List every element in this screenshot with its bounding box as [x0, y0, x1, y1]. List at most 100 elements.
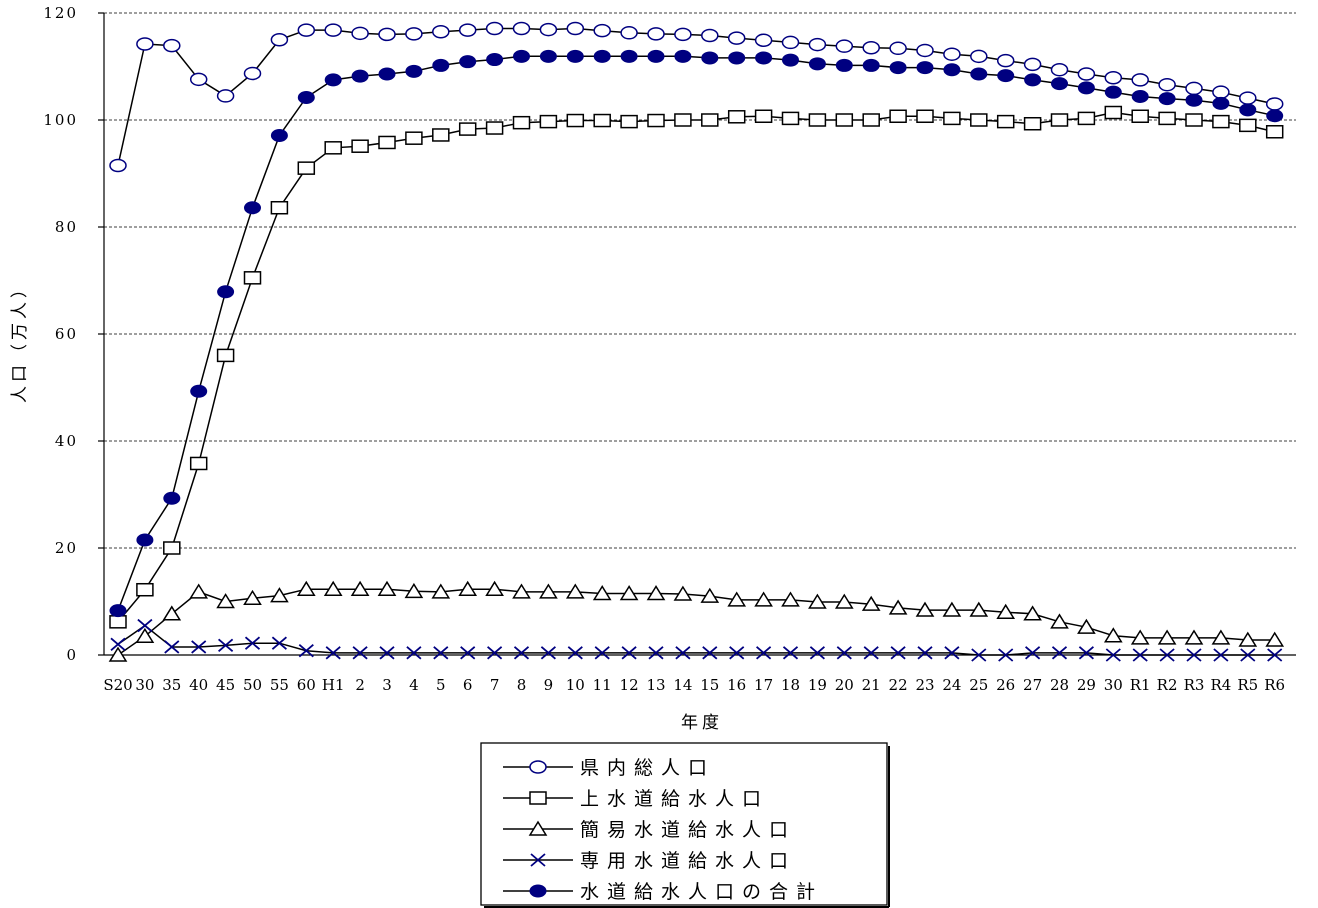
- data-point: [298, 644, 314, 658]
- data-point: [540, 646, 556, 660]
- data-point: [647, 113, 665, 128]
- data-point: [621, 646, 637, 660]
- data-point: [1239, 103, 1257, 117]
- data-point: [137, 618, 153, 633]
- x-tick-label: 9: [544, 676, 554, 694]
- x-tick-label: 16: [727, 676, 746, 694]
- data-point: [1050, 613, 1069, 629]
- data-point: [431, 583, 451, 599]
- data-point: [754, 33, 773, 48]
- x-tick-label: 23: [915, 676, 934, 694]
- data-point: [1077, 81, 1095, 95]
- legend-marker: [530, 853, 546, 867]
- data-point: [136, 533, 154, 547]
- data-point: [325, 646, 341, 660]
- data-point: [566, 113, 585, 128]
- data-point: [539, 49, 557, 63]
- x-tick-label: 40: [189, 676, 208, 694]
- data-point: [432, 128, 450, 142]
- data-point: [971, 648, 987, 662]
- x-tick-label: R5: [1237, 676, 1258, 694]
- x-tick-labels: S20 30 35 40 45 50 55 60 H1 2 3 4 5 6 7 8 9 10 11 12 13 14 15 1…: [103, 676, 1285, 694]
- data-point: [539, 22, 558, 37]
- data-point: [648, 646, 664, 660]
- data-point: [1024, 73, 1042, 87]
- data-point: [674, 113, 692, 127]
- data-point: [1025, 646, 1041, 660]
- data-point: [942, 601, 962, 617]
- data-point: [324, 141, 342, 155]
- y-tick-label: 40: [55, 432, 78, 450]
- data-point: [1212, 114, 1230, 129]
- data-point: [996, 114, 1015, 129]
- x-tick-label: 11: [593, 676, 612, 694]
- x-tick-label: R3: [1184, 676, 1205, 694]
- legend-item-0: 県内総人口: [503, 757, 707, 779]
- data-point: [675, 646, 691, 660]
- data-point: [863, 646, 879, 660]
- data-point: [647, 27, 665, 41]
- data-point: [1104, 70, 1123, 85]
- data-point: [1158, 111, 1176, 126]
- y-tick-label: 0: [66, 646, 78, 664]
- data-point: [593, 49, 611, 63]
- data-point: [1131, 73, 1149, 87]
- data-point: [323, 580, 343, 596]
- data-point: [297, 91, 315, 105]
- data-point: [1104, 105, 1123, 120]
- data-point: [782, 646, 799, 660]
- data-point: [1184, 629, 1204, 645]
- data-point: [270, 129, 288, 143]
- data-point: [754, 109, 773, 124]
- x-tick-label: 4: [409, 676, 419, 694]
- data-point: [729, 646, 745, 660]
- data-point: [324, 23, 342, 37]
- data-point: [998, 648, 1014, 662]
- data-point: [487, 646, 503, 660]
- x-tick-label: 29: [1077, 676, 1096, 694]
- data-point: [996, 53, 1015, 68]
- data-point: [351, 139, 369, 153]
- data-point: [539, 114, 558, 129]
- y-axis-label: 人口（万人）: [10, 277, 30, 403]
- legend-label: 専用水道給水人口: [580, 850, 796, 872]
- data-point: [1051, 77, 1068, 91]
- data-point: [701, 28, 719, 43]
- data-point: [728, 51, 746, 65]
- y-tick-label: 20: [55, 539, 78, 557]
- x-tick-label: 18: [781, 676, 800, 694]
- data-point: [566, 21, 585, 36]
- x-tick-label: R4: [1210, 676, 1231, 694]
- data-point: [700, 587, 720, 603]
- data-point: [433, 646, 449, 660]
- legend-label: 水道給水人口の合計: [580, 881, 823, 903]
- data-point: [218, 638, 234, 653]
- data-point: [996, 603, 1016, 619]
- series-2: [108, 580, 1285, 662]
- data-point: [620, 49, 638, 63]
- data-point: [836, 646, 852, 660]
- x-tick-label: 19: [808, 676, 827, 694]
- data-point: [674, 49, 692, 63]
- x-tick-label: R6: [1264, 676, 1285, 694]
- data-point: [566, 49, 584, 63]
- data-point: [1266, 109, 1284, 123]
- data-point: [1077, 618, 1096, 634]
- data-point: [620, 114, 638, 129]
- data-point: [592, 585, 612, 601]
- data-point: [271, 636, 287, 650]
- x-tick-label: 30: [1104, 676, 1123, 694]
- x-tick-label: 21: [862, 676, 881, 694]
- x-tick-label: 35: [162, 676, 181, 694]
- data-point: [1077, 111, 1096, 126]
- data-point: [835, 39, 854, 53]
- data-point: [1185, 93, 1203, 107]
- series-line-2: [117, 588, 1275, 656]
- data-point: [997, 69, 1015, 83]
- data-point: [351, 69, 369, 83]
- data-point: [593, 23, 611, 38]
- y-tick-label: 80: [55, 218, 78, 236]
- data-point: [808, 37, 827, 52]
- data-point: [485, 580, 504, 596]
- data-point: [216, 89, 235, 103]
